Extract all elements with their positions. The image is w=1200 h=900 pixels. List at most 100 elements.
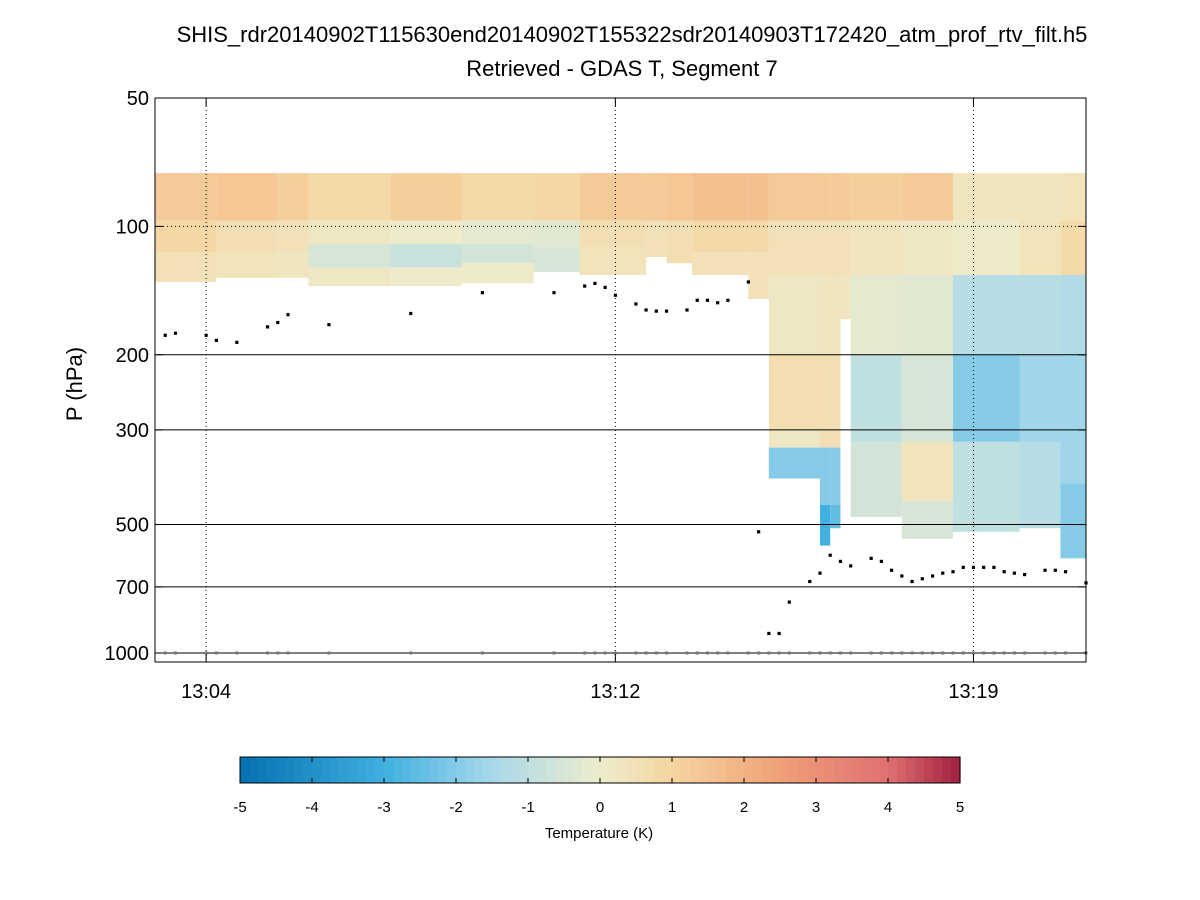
data-point <box>1043 568 1047 572</box>
surface-point <box>951 651 955 655</box>
y-tick-label: 500 <box>116 515 149 537</box>
heatmap-cell <box>1019 173 1061 221</box>
surface-point <box>705 651 709 655</box>
heatmap-cell <box>155 220 217 253</box>
heatmap-cell <box>768 275 820 355</box>
colorbar-segment <box>294 757 304 783</box>
colorbar-segment <box>456 757 466 783</box>
surface-point <box>1043 651 1047 655</box>
colorbar-segment <box>771 757 781 783</box>
colorbar-tick-label: -5 <box>233 799 246 816</box>
data-point <box>583 284 587 288</box>
colorbar-segment <box>240 757 250 783</box>
data-point <box>849 564 853 568</box>
heatmap-cell <box>830 220 841 276</box>
y-tick-label: 100 <box>116 216 149 238</box>
colorbar-tick-label: -4 <box>305 799 318 816</box>
colorbar-segment <box>753 757 763 783</box>
colorbar-segment <box>834 757 844 783</box>
surface-point <box>910 651 914 655</box>
marker-layer <box>163 280 1088 655</box>
surface-point <box>163 651 167 655</box>
surface-point <box>204 651 208 655</box>
plot-frame <box>154 97 1087 663</box>
colorbar-segment <box>411 757 421 783</box>
colorbar-segment <box>681 757 691 783</box>
colorbar-segment <box>492 757 502 783</box>
heatmap-cell <box>768 220 820 276</box>
heatmap-cell <box>850 441 902 517</box>
colorbar-segment <box>384 757 394 783</box>
heatmap-cell <box>768 429 820 448</box>
surface-point <box>173 651 177 655</box>
data-point <box>941 571 945 575</box>
heatmap-cell <box>461 173 534 221</box>
heatmap-cell <box>390 267 462 287</box>
heatmap-cell <box>646 220 667 258</box>
heatmap-cell <box>646 173 667 221</box>
heatmap-cell <box>953 441 1020 532</box>
colorbar-segment <box>420 757 430 783</box>
data-point <box>767 631 771 636</box>
data-point <box>644 308 648 312</box>
data-point <box>900 574 904 578</box>
data-point <box>276 320 280 325</box>
surface-point <box>941 651 945 655</box>
colorbar-segment <box>447 757 457 783</box>
grid-layer <box>155 98 1086 662</box>
colorbar-segment <box>663 757 673 783</box>
surface-point <box>1053 651 1057 655</box>
data-point <box>777 631 781 636</box>
surface-point <box>767 651 771 655</box>
heatmap-cell <box>840 173 851 221</box>
data-point <box>613 293 617 297</box>
colorbar-segment <box>708 757 718 783</box>
surface-point <box>1012 651 1016 655</box>
heatmap-cell <box>850 275 902 355</box>
colorbar-segment <box>780 757 790 783</box>
colorbar-segment <box>249 757 259 783</box>
surface-point <box>593 651 597 655</box>
surface-point <box>409 651 413 655</box>
heatmap-cell <box>840 220 851 276</box>
colorbar-segment <box>870 757 880 783</box>
colorbar-tick-label: 1 <box>668 799 676 816</box>
colorbar-segment <box>528 757 538 783</box>
heatmap-cell <box>768 447 820 479</box>
colorbar-segment <box>393 757 403 783</box>
surface-point <box>214 651 218 655</box>
surface-point <box>276 651 280 655</box>
heatmap-cell <box>901 173 953 221</box>
colorbar-segment <box>861 757 871 783</box>
axis-layer: 50 100 200 300 500 700 1000 13:04 13:12 13:19 <box>105 88 1086 703</box>
colorbar-segment <box>591 757 601 783</box>
heatmap-cell <box>768 354 820 430</box>
data-point <box>808 579 812 584</box>
heatmap-cell <box>461 244 534 264</box>
colorbar-segment <box>537 757 547 783</box>
colorbar-segment <box>555 757 565 783</box>
heatmap-layer <box>155 173 1086 559</box>
colorbar-segment <box>609 757 619 783</box>
colorbar-segment <box>924 757 934 783</box>
heatmap-cell <box>579 173 647 221</box>
heatmap-cell <box>850 173 902 221</box>
heatmap-cell <box>390 244 462 268</box>
colorbar: -5 -4 -3 -2 -1 0 1 2 3 4 5 <box>233 756 964 816</box>
data-point <box>685 308 689 312</box>
surface-point <box>787 651 791 655</box>
heatmap-cell <box>953 173 1020 221</box>
heatmap-cell <box>155 252 217 283</box>
heatmap-cell <box>533 220 580 248</box>
heatmap-cell <box>216 173 278 221</box>
heatmap-cell <box>850 354 902 442</box>
colorbar-segment <box>258 757 268 783</box>
colorbar-segment <box>366 757 376 783</box>
heatmap-cell <box>1060 220 1086 276</box>
data-point <box>716 301 720 305</box>
surface-point <box>900 651 904 655</box>
heatmap-cell <box>901 354 953 442</box>
surface-point <box>613 651 617 655</box>
colorbar-segment <box>888 757 898 783</box>
surface-point <box>746 651 750 655</box>
